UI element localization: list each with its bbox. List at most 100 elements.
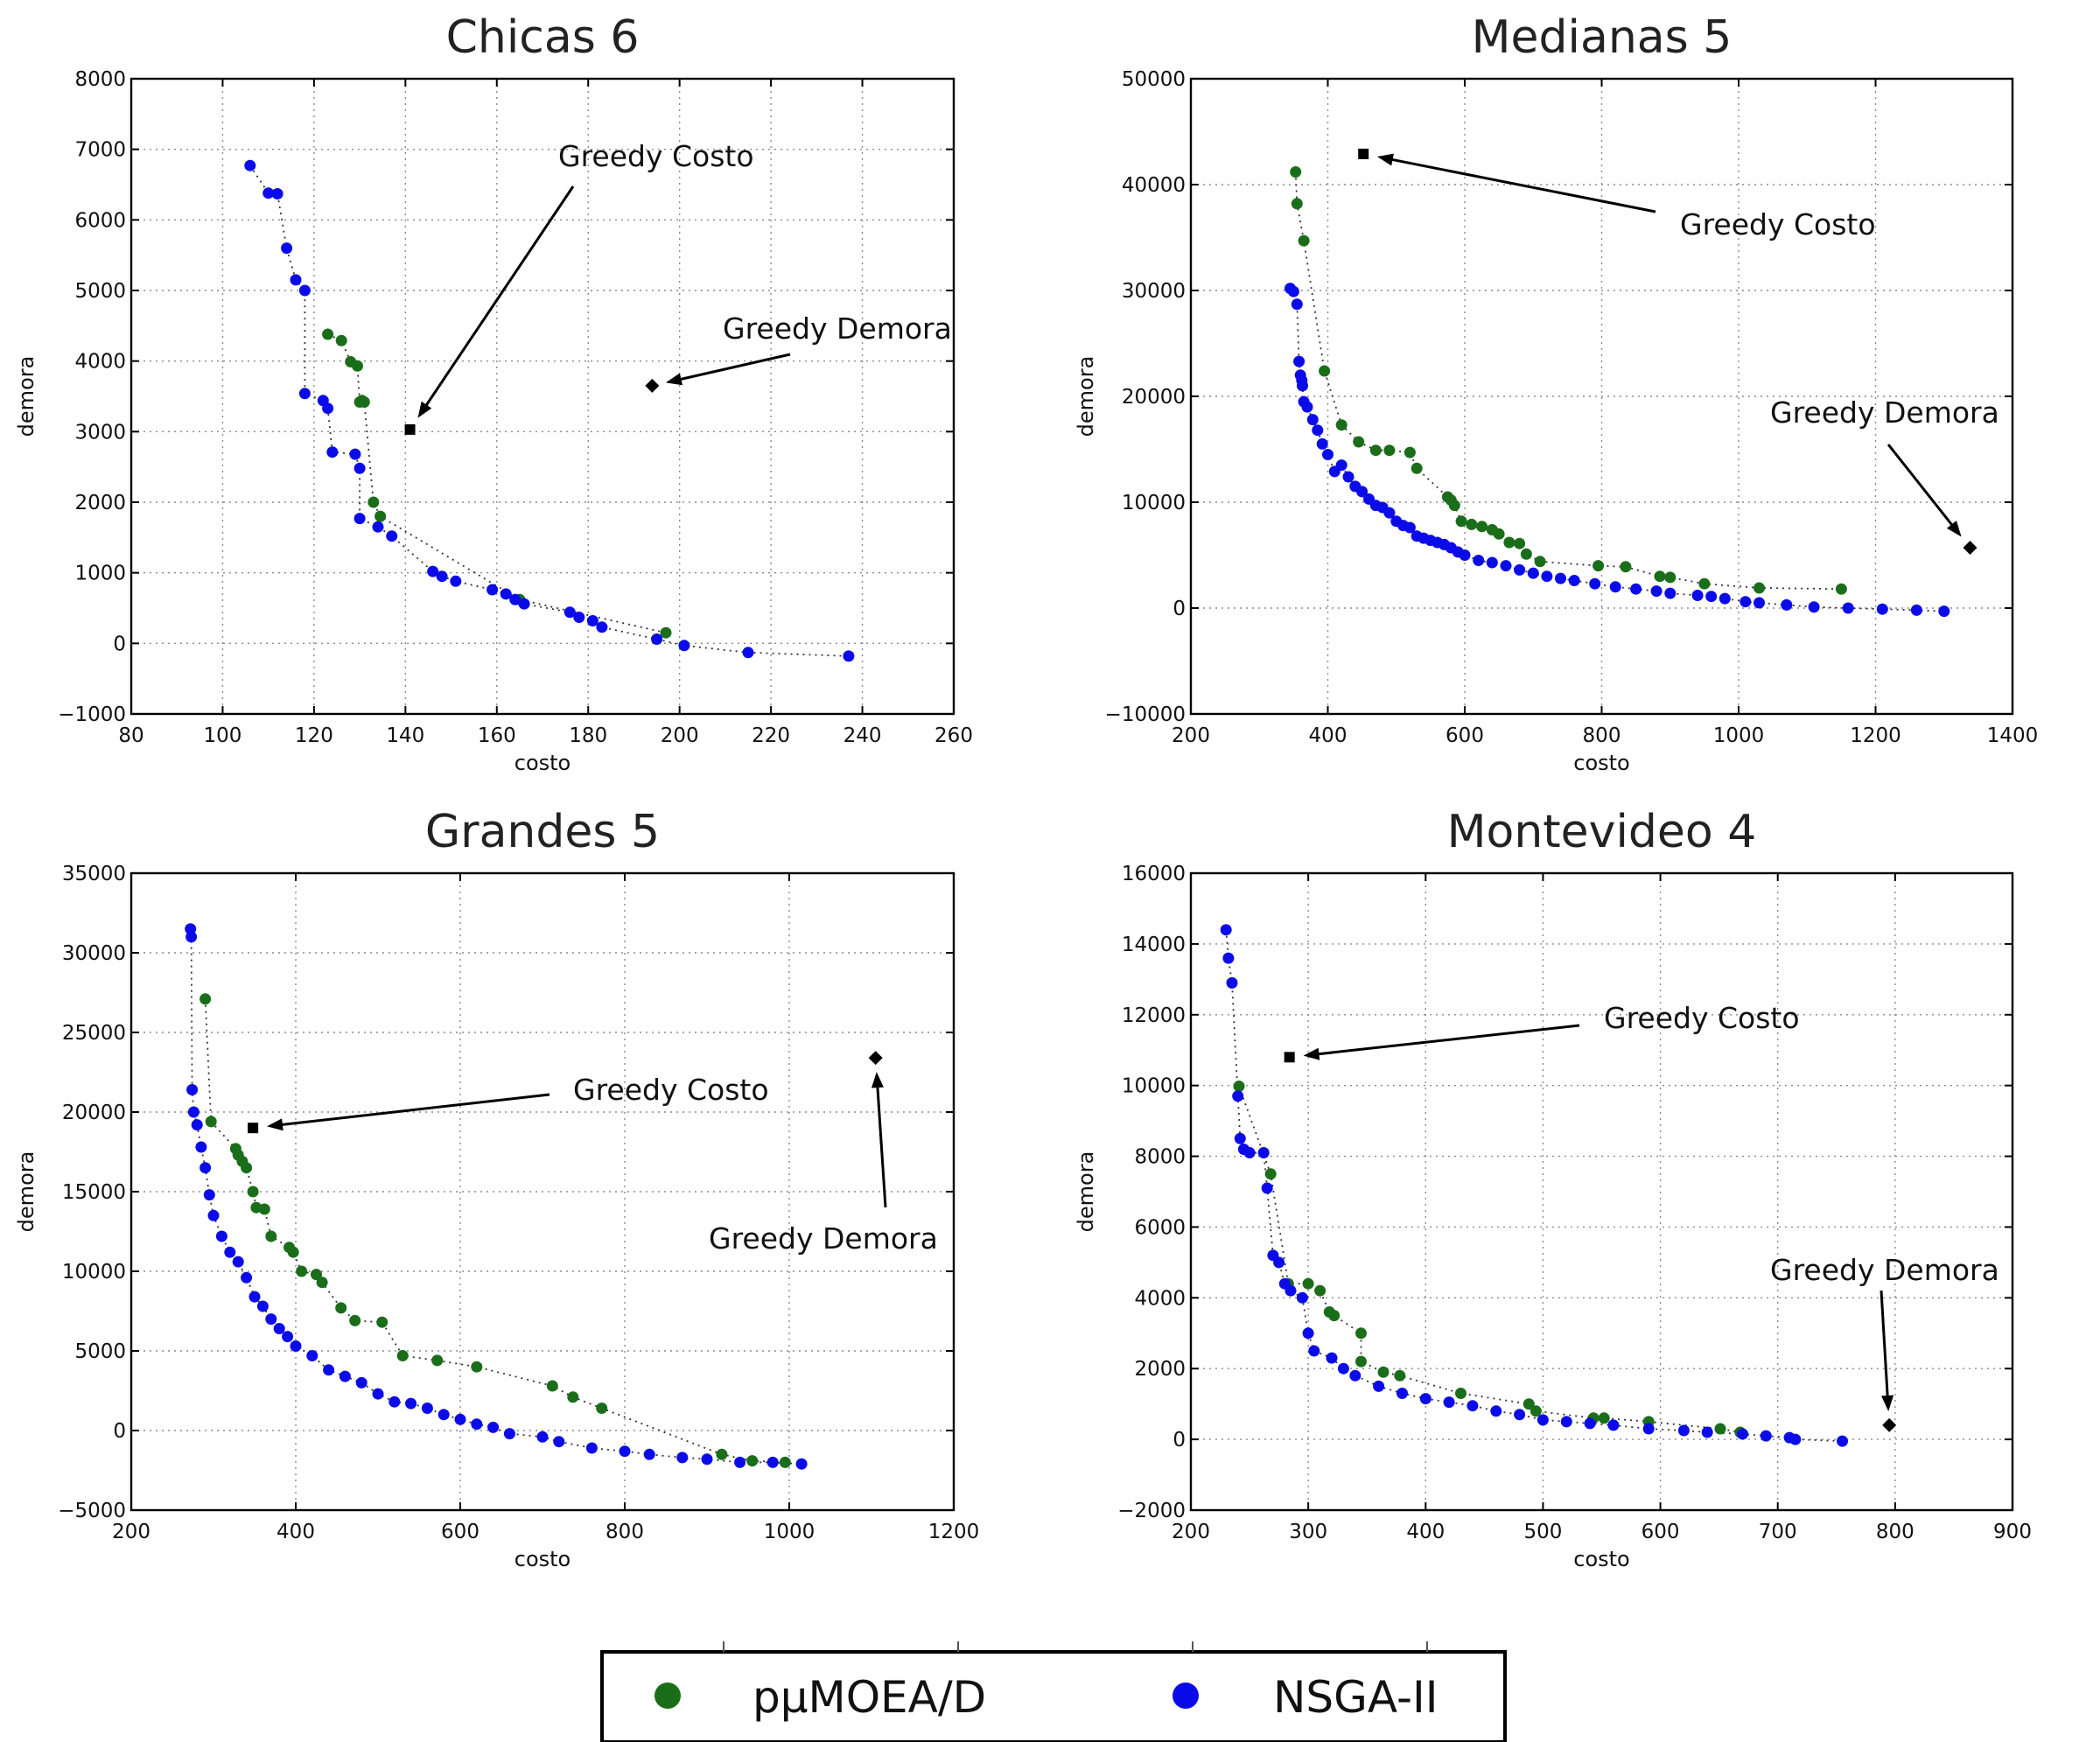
greedy-costo-marker — [404, 423, 416, 435]
x-tick-label: 800 — [1876, 1521, 1914, 1543]
data-point-nsga2 — [1232, 1090, 1244, 1102]
data-point-nsga2 — [1349, 1369, 1362, 1382]
greedy-demora-marker — [1882, 1417, 1897, 1432]
data-point-nsga2 — [436, 570, 448, 583]
data-point-pmoead — [1754, 582, 1765, 594]
data-point-nsga2 — [1287, 285, 1299, 297]
data-point-pmoead — [1355, 1327, 1367, 1340]
y-tick-label: 20000 — [62, 1102, 126, 1124]
data-point-nsga2 — [1737, 1428, 1748, 1440]
data-point-nsga2 — [1296, 1291, 1308, 1304]
data-point-pmoead — [316, 1277, 328, 1289]
data-point-nsga2 — [585, 1442, 598, 1454]
annotation-arrowhead — [1946, 521, 1962, 537]
annotation-arrow — [1385, 157, 1656, 213]
data-point-pmoead — [431, 1354, 444, 1367]
data-point-nsga2 — [1243, 1147, 1256, 1158]
data-point-nsga2 — [1607, 1419, 1620, 1431]
data-point-pmoead — [1302, 1277, 1314, 1290]
series-line-nsga2 — [249, 164, 849, 657]
data-point-pmoead — [1298, 234, 1310, 247]
data-point-nsga2 — [273, 1323, 285, 1334]
y-tick-label: 4000 — [74, 351, 126, 374]
chart-title: Medianas 5 — [1472, 11, 1732, 64]
y-tick-label: −2000 — [1117, 1500, 1186, 1522]
data-point-nsga2 — [282, 1331, 294, 1343]
data-point-nsga2 — [1781, 598, 1793, 611]
annotation-arrowhead — [1303, 1047, 1320, 1060]
x-tick-label: 900 — [1993, 1521, 2032, 1543]
data-point-nsga2 — [1312, 424, 1324, 437]
x-tick-label: 600 — [1642, 1521, 1680, 1543]
data-point-pmoead — [265, 1230, 277, 1242]
legend-marker-nsga2 — [1172, 1683, 1199, 1709]
data-point-nsga2 — [203, 1189, 215, 1201]
data-point-nsga2 — [372, 521, 384, 533]
data-point-nsga2 — [195, 1141, 207, 1153]
data-point-pmoead — [471, 1361, 483, 1373]
plot-frame — [1189, 77, 2014, 716]
data-point-nsga2 — [1404, 521, 1416, 534]
data-point-nsga2 — [1691, 590, 1704, 601]
legend: pμMOEA/D NSGA-II — [600, 1641, 1507, 1742]
data-point-nsga2 — [509, 593, 522, 605]
data-point-pmoead — [1314, 1284, 1326, 1297]
data-point-pmoead — [567, 1391, 579, 1403]
y-tick-label: 25000 — [62, 1022, 126, 1045]
x-tick-label: 100 — [203, 724, 242, 747]
y-tick-label: 3000 — [74, 421, 126, 444]
chart-panel-4: Montevideo 4 200 300 400 500 600 700 800 900 −200… — [1074, 806, 2032, 1571]
data-point-nsga2 — [1356, 486, 1368, 498]
data-point-pmoead — [1493, 528, 1505, 540]
x-tick-label: 1200 — [928, 1521, 980, 1543]
data-point-pmoead — [258, 1203, 270, 1215]
x-tick-label: 600 — [441, 1521, 480, 1543]
data-point-nsga2 — [1705, 591, 1718, 603]
data-point-nsga2 — [1584, 1417, 1596, 1430]
data-point-pmoead — [1520, 548, 1532, 560]
data-point-pmoead — [1522, 1398, 1535, 1410]
data-point-pmoead — [1698, 577, 1711, 590]
data-point-nsga2 — [1876, 603, 1888, 615]
data-point-pmoead — [1835, 583, 1847, 595]
legend-marker-pmoead — [654, 1683, 681, 1709]
data-point-pmoead — [205, 1116, 217, 1128]
data-point-pmoead — [1319, 365, 1331, 377]
y-tick-label: 30000 — [1122, 280, 1186, 303]
greedy-costo-marker — [1284, 1052, 1295, 1063]
y-tick-label: 35000 — [62, 863, 126, 885]
y-tick-label: 30000 — [62, 942, 126, 965]
y-tick-label: 10000 — [1122, 1075, 1186, 1098]
data-point-nsga2 — [1291, 298, 1303, 311]
data-point-nsga2 — [354, 513, 366, 525]
data-point-nsga2 — [248, 1291, 261, 1303]
data-point-pmoead — [1654, 570, 1666, 583]
data-point-nsga2 — [1293, 355, 1306, 367]
data-point-nsga2 — [503, 1428, 515, 1440]
data-point-pmoead — [716, 1448, 728, 1460]
data-point-nsga2 — [1754, 597, 1765, 609]
data-point-nsga2 — [553, 1436, 565, 1448]
data-point-nsga2 — [1226, 976, 1238, 989]
chart-panel-2: Medianas 5 200 400 600 800 1000 1200 1400 −10000… — [1074, 11, 2038, 775]
annotation-arrow — [1312, 1024, 1580, 1056]
data-point-nsga2 — [281, 242, 293, 255]
x-tick-label: 200 — [1172, 1521, 1210, 1543]
data-point-nsga2 — [1642, 1423, 1655, 1435]
chart-title: Grandes 5 — [425, 806, 660, 858]
data-point-nsga2 — [438, 1409, 450, 1421]
y-tick-label: 7000 — [74, 139, 126, 162]
greedy-demora-label: Greedy Demora — [723, 311, 952, 346]
data-point-pmoead — [1394, 1369, 1406, 1382]
data-point-pmoead — [1369, 444, 1382, 457]
data-point-nsga2 — [323, 1364, 335, 1376]
y-axis-label: demora — [14, 356, 38, 437]
data-point-nsga2 — [701, 1453, 713, 1466]
data-point-nsga2 — [186, 931, 198, 943]
x-tick-label: 80 — [118, 724, 144, 747]
annotation-arrow — [1886, 444, 1957, 531]
data-point-pmoead — [311, 1269, 322, 1281]
x-tick-label: 800 — [606, 1521, 644, 1543]
data-point-pmoead — [1264, 1168, 1277, 1180]
data-point-nsga2 — [678, 640, 690, 652]
